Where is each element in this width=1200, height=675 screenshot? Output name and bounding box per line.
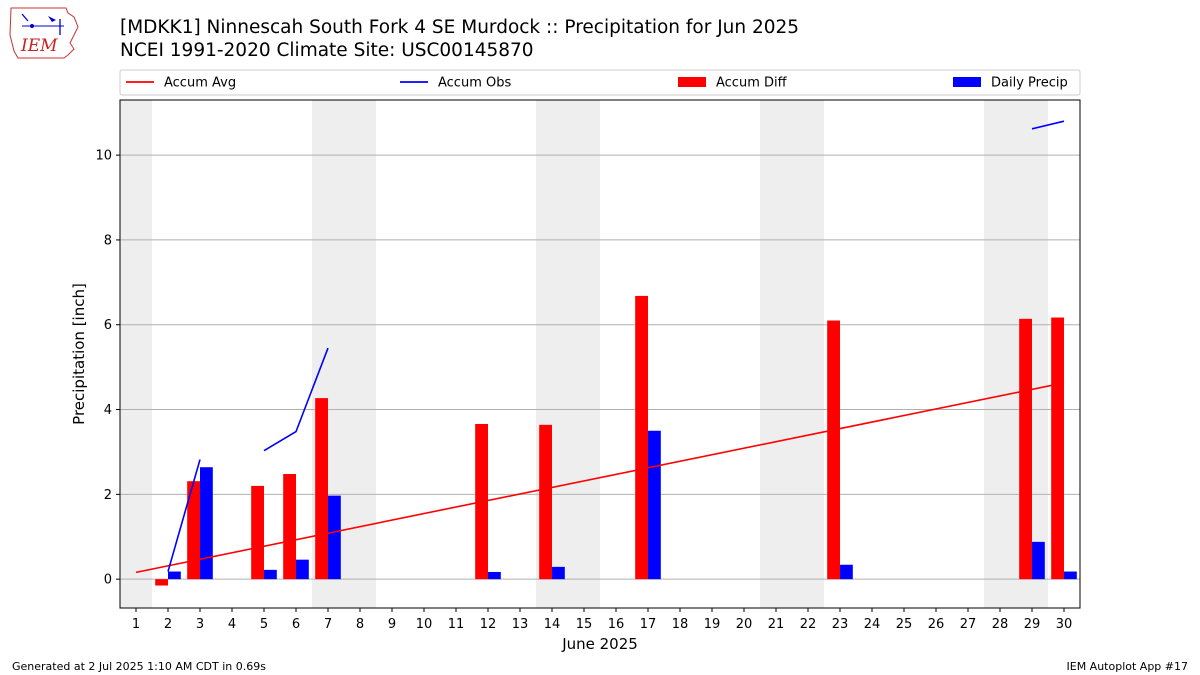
series-lines — [135, 120, 1065, 574]
accum-diff-bar-day-5 — [251, 485, 264, 580]
x-tick-label-3: 3 — [196, 617, 204, 632]
x-tick-label-26: 26 — [928, 617, 945, 632]
x-tick-label-1: 1 — [132, 617, 140, 632]
y-axis-label: Precipitation [inch] — [70, 283, 88, 425]
x-tick-label-17: 17 — [640, 617, 657, 632]
accum-diff-bar-day-7 — [315, 398, 328, 580]
accum-obs-line-segment-0 — [167, 459, 201, 572]
daily-precip-bar-day-14 — [552, 566, 565, 580]
weekend-band-0 — [120, 100, 152, 608]
y-axis-ticks: 0 2 4 6 8 10 — [95, 149, 120, 588]
legend-label-daily-precip: Daily Precip — [991, 76, 1068, 91]
weekend-bands — [120, 100, 1048, 608]
accum-obs-line-segment-1 — [263, 347, 329, 452]
legend-label-accum-obs: Accum Obs — [438, 76, 511, 91]
y-tick-label-0: 0 — [104, 573, 112, 588]
accum-diff-bar-day-3 — [187, 481, 200, 580]
legend-label-accum-avg: Accum Avg — [164, 76, 236, 91]
y-tick-label-4: 4 — [104, 403, 112, 418]
accum-diff-bar-day-30 — [1051, 317, 1064, 580]
x-tick-label-2: 2 — [164, 617, 172, 632]
accum-diff-bar-day-2 — [155, 579, 168, 586]
chart-subtitle: NCEI 1991-2020 Climate Site: USC00145870 — [120, 40, 534, 61]
iem-logo: IEM — [8, 5, 80, 60]
accum-avg-line — [135, 382, 1065, 574]
x-tick-label-13: 13 — [512, 617, 529, 632]
x-tick-label-24: 24 — [864, 617, 881, 632]
x-tick-label-8: 8 — [356, 617, 364, 632]
legend-swatch-daily-precip — [953, 77, 981, 87]
x-tick-label-14: 14 — [544, 617, 561, 632]
x-tick-label-29: 29 — [1024, 617, 1041, 632]
daily-precip-bar-day-7 — [328, 495, 341, 580]
daily-precip-bar-day-5 — [264, 569, 277, 580]
x-axis-ticks: 1 2 3 4 5 6 7 8 9 10 11 12 13 14 15 16 17 18 19 20 21 22 23 24 2… — [132, 608, 1072, 632]
x-tick-label-30: 30 — [1056, 617, 1073, 632]
x-tick-label-9: 9 — [388, 617, 396, 632]
x-tick-label-19: 19 — [704, 617, 721, 632]
daily-precip-bar-day-2 — [168, 571, 181, 580]
daily-precip-bar-day-12 — [488, 571, 501, 580]
daily-precip-bar-day-17 — [648, 430, 661, 580]
legend-swatch-accum-diff — [678, 77, 706, 87]
daily-precip-bar-day-3 — [200, 467, 213, 580]
footer-generated: Generated at 2 Jul 2025 1:10 AM CDT in 0… — [12, 660, 266, 673]
x-tick-label-15: 15 — [576, 617, 593, 632]
bars — [155, 295, 1077, 586]
x-tick-label-21: 21 — [768, 617, 785, 632]
weekend-band-3 — [760, 100, 824, 608]
legend: Accum Avg Accum Obs Accum Diff Daily Precip — [119, 69, 1081, 96]
x-tick-label-20: 20 — [736, 617, 753, 632]
logo-text: IEM — [20, 36, 58, 56]
accum-diff-bar-day-17 — [635, 295, 648, 580]
x-tick-label-11: 11 — [448, 617, 465, 632]
x-tick-label-12: 12 — [480, 617, 497, 632]
x-tick-label-5: 5 — [260, 617, 268, 632]
accum-diff-bar-day-23 — [827, 320, 840, 580]
x-tick-label-28: 28 — [992, 617, 1009, 632]
x-tick-label-7: 7 — [324, 617, 332, 632]
accum-diff-bar-day-14 — [539, 424, 552, 580]
daily-precip-bar-day-29 — [1032, 541, 1045, 580]
daily-precip-bar-day-30 — [1064, 571, 1077, 580]
plot-frame — [119, 99, 1081, 609]
x-tick-label-18: 18 — [672, 617, 689, 632]
accum-obs-line-segment-2 — [1031, 120, 1065, 130]
chart-title: [MDKK1] Ninnescah South Fork 4 SE Murdoc… — [120, 17, 800, 38]
x-axis-label: June 2025 — [561, 635, 638, 653]
y-tick-label-6: 6 — [104, 318, 112, 333]
daily-precip-bar-day-6 — [296, 559, 309, 580]
y-tick-label-8: 8 — [104, 233, 112, 248]
footer-app: IEM Autoplot App #17 — [1066, 660, 1189, 673]
x-tick-label-23: 23 — [832, 617, 849, 632]
legend-box — [119, 69, 1081, 96]
x-tick-label-6: 6 — [292, 617, 300, 632]
x-tick-label-27: 27 — [960, 617, 977, 632]
x-tick-label-16: 16 — [608, 617, 625, 632]
weekend-band-4 — [984, 100, 1048, 608]
accum-diff-bar-day-6 — [283, 474, 296, 580]
y-tick-label-10: 10 — [95, 149, 112, 164]
daily-precip-bar-day-23 — [840, 564, 853, 580]
y-tick-label-2: 2 — [104, 488, 112, 503]
x-tick-label-10: 10 — [416, 617, 433, 632]
accum-diff-bar-day-29 — [1019, 318, 1032, 580]
grid-lines — [120, 154, 1080, 580]
x-tick-label-22: 22 — [800, 617, 817, 632]
x-tick-label-4: 4 — [228, 617, 236, 632]
x-tick-label-25: 25 — [896, 617, 913, 632]
legend-label-accum-diff: Accum Diff — [716, 76, 788, 91]
